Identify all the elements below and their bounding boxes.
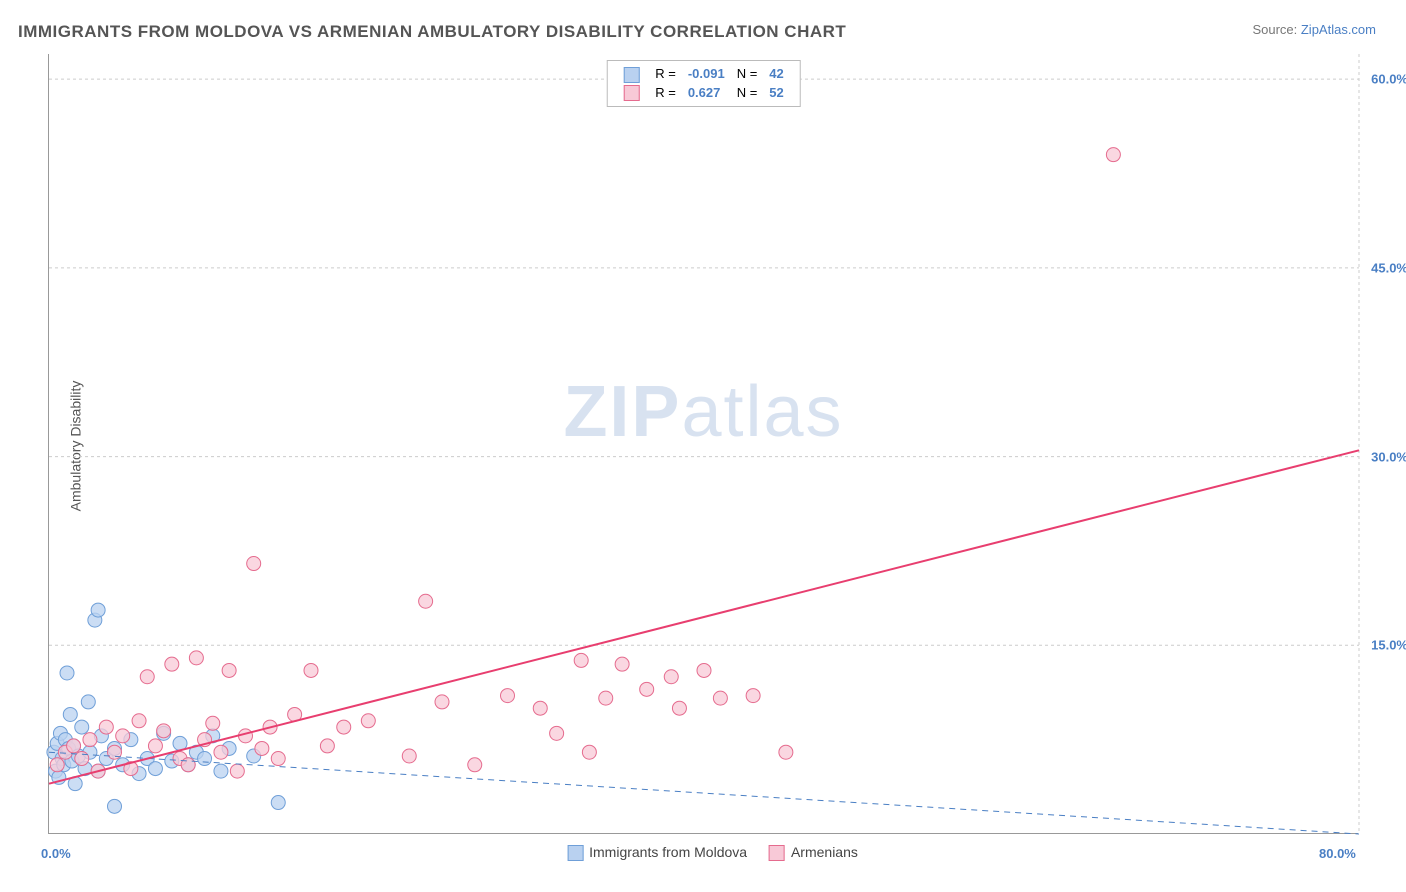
n-value-moldova: 42 — [763, 65, 789, 84]
legend-row-moldova: R = -0.091 N = 42 — [617, 65, 790, 84]
r-label: R = — [649, 84, 682, 103]
y-tick-label: 60.0% — [1371, 72, 1406, 87]
series-legend: Immigrants from Moldova Armenians — [549, 844, 858, 861]
n-label: N = — [731, 65, 764, 84]
swatch-moldova — [623, 67, 639, 83]
legend-row-armenian: R = 0.627 N = 52 — [617, 84, 790, 103]
series-label-moldova: Immigrants from Moldova — [589, 844, 747, 860]
n-value-armenian: 52 — [763, 84, 789, 103]
plot-area: ZIPatlas 15.0%30.0%45.0%60.0% 0.0%80.0% … — [48, 54, 1358, 834]
trend-line-moldova — [49, 752, 1359, 834]
source-link[interactable]: ZipAtlas.com — [1301, 22, 1376, 37]
r-value-moldova: -0.091 — [682, 65, 731, 84]
trend-layer — [49, 54, 1358, 833]
swatch-moldova — [567, 845, 583, 861]
series-label-armenian: Armenians — [791, 844, 858, 860]
n-label: N = — [731, 84, 764, 103]
r-value-armenian: 0.627 — [682, 84, 731, 103]
swatch-armenian — [769, 845, 785, 861]
correlation-legend: R = -0.091 N = 42 R = 0.627 N = 52 — [606, 60, 801, 107]
source-prefix: Source: — [1252, 22, 1300, 37]
y-tick-label: 15.0% — [1371, 638, 1406, 653]
x-tick-label: 0.0% — [41, 846, 71, 861]
source-attribution: Source: ZipAtlas.com — [1252, 22, 1376, 37]
trend-line-armenian — [49, 450, 1359, 783]
y-tick-label: 45.0% — [1371, 260, 1406, 275]
r-label: R = — [649, 65, 682, 84]
chart-title: IMMIGRANTS FROM MOLDOVA VS ARMENIAN AMBU… — [18, 22, 846, 42]
x-tick-label: 80.0% — [1319, 846, 1356, 861]
y-tick-label: 30.0% — [1371, 449, 1406, 464]
swatch-armenian — [623, 85, 639, 101]
